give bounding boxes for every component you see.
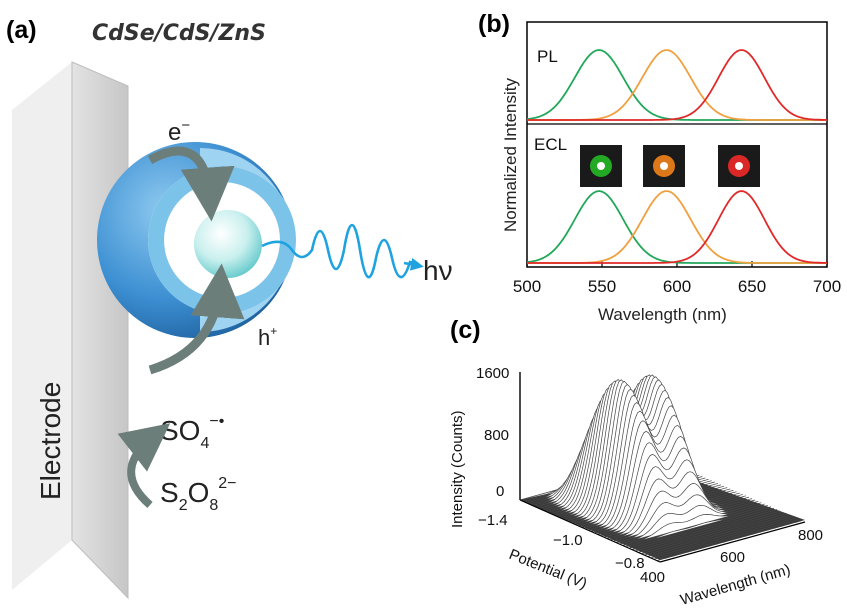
panel-a-label: (a) xyxy=(6,16,37,44)
spectra-curves xyxy=(526,49,827,264)
x-tick-label: 600 xyxy=(663,277,691,296)
ecl-series-line-2 xyxy=(527,190,827,264)
panel-b: (b) PL ECL Normalized Intensity Waveleng… xyxy=(478,10,841,324)
potential-axis-title: Potential (V) xyxy=(507,546,590,593)
surface-slice xyxy=(650,517,796,559)
surface-slice xyxy=(641,513,787,555)
photon-label: hν xyxy=(423,255,453,286)
x-axis-ticks: 500 550 600 650 700 xyxy=(513,261,841,296)
wavelength-tick-400: 400 xyxy=(640,569,665,586)
x-tick-label: 700 xyxy=(813,277,841,296)
subplot-label-ecl: ECL xyxy=(534,135,567,154)
electrode-side xyxy=(12,62,72,590)
ecl-series-line-1 xyxy=(527,190,827,264)
ecl-spot-0 xyxy=(597,162,605,170)
emission-wave xyxy=(261,224,419,279)
panel-c: (c) 1600 800 0 Intensity (Counts) −1.4 −… xyxy=(449,316,823,609)
ecl-images xyxy=(580,145,760,187)
x-axis-title: Wavelength (nm) xyxy=(598,305,727,324)
wavelength-axis xyxy=(659,521,806,563)
x-tick-label: 550 xyxy=(588,277,616,296)
wavelength-tick-600: 600 xyxy=(720,549,745,566)
surface-slice xyxy=(656,520,802,561)
panel-a: (a) CdSe/CdS/ZnS Electrode hν e− h+ SO4−… xyxy=(6,16,453,600)
hole-label: h+ xyxy=(258,324,277,350)
pl-series-line-0 xyxy=(526,49,827,121)
subplot-label-pl: PL xyxy=(537,47,558,66)
surface-slice xyxy=(631,509,778,550)
plot-frame xyxy=(526,21,828,268)
y-axis-title: Normalized Intensity xyxy=(501,77,520,232)
ecl-spot-1 xyxy=(660,162,668,170)
panel-a-title: CdSe/CdS/ZnS xyxy=(92,21,266,46)
hole-arrow xyxy=(148,263,245,375)
surface-slice xyxy=(644,514,790,556)
electron-label: e− xyxy=(168,117,190,146)
cdse-core xyxy=(194,210,262,278)
surface-slice xyxy=(635,510,781,552)
surface-slice xyxy=(625,506,771,548)
persulfate: S2O82− xyxy=(160,475,237,514)
electrode-face xyxy=(71,61,129,600)
potential-tick-1: −1.4 xyxy=(478,512,508,529)
ecl-series-line-0 xyxy=(526,190,827,264)
wavelength-axis-title: Wavelength (nm) xyxy=(678,561,792,609)
panel-b-label: (b) xyxy=(478,10,510,38)
potential-axis xyxy=(519,499,661,563)
z-tick-800: 800 xyxy=(484,427,509,444)
ecl-spot-2 xyxy=(735,162,743,170)
panel-c-label: (c) xyxy=(450,316,481,344)
electrode-label: Electrode xyxy=(35,382,66,500)
quantum-dot xyxy=(97,142,296,338)
surface-slice xyxy=(628,507,774,549)
sulfate-radical: SO4−• xyxy=(160,413,224,452)
potential-tick-2: −1.0 xyxy=(553,532,583,549)
electron-arrow xyxy=(147,146,235,222)
reduction-arrow xyxy=(117,423,171,509)
z-tick-0: 0 xyxy=(496,483,504,500)
potential-tick-3: −0.8 xyxy=(615,555,645,572)
surface-slice xyxy=(653,518,799,560)
pl-series-line-2 xyxy=(527,49,827,121)
x-tick-label: 650 xyxy=(738,277,766,296)
pl-series-line-1 xyxy=(527,49,827,121)
x-tick-label: 500 xyxy=(513,277,541,296)
surface-slice xyxy=(622,505,768,546)
surface-mesh xyxy=(519,374,806,563)
z-tick-1600: 1600 xyxy=(476,365,509,382)
wavelength-tick-800: 800 xyxy=(798,527,823,544)
z-axis-title: Intensity (Counts) xyxy=(449,410,466,528)
surface-slice xyxy=(638,512,784,553)
surface-slice xyxy=(647,516,793,557)
emission-arrow xyxy=(403,257,424,271)
